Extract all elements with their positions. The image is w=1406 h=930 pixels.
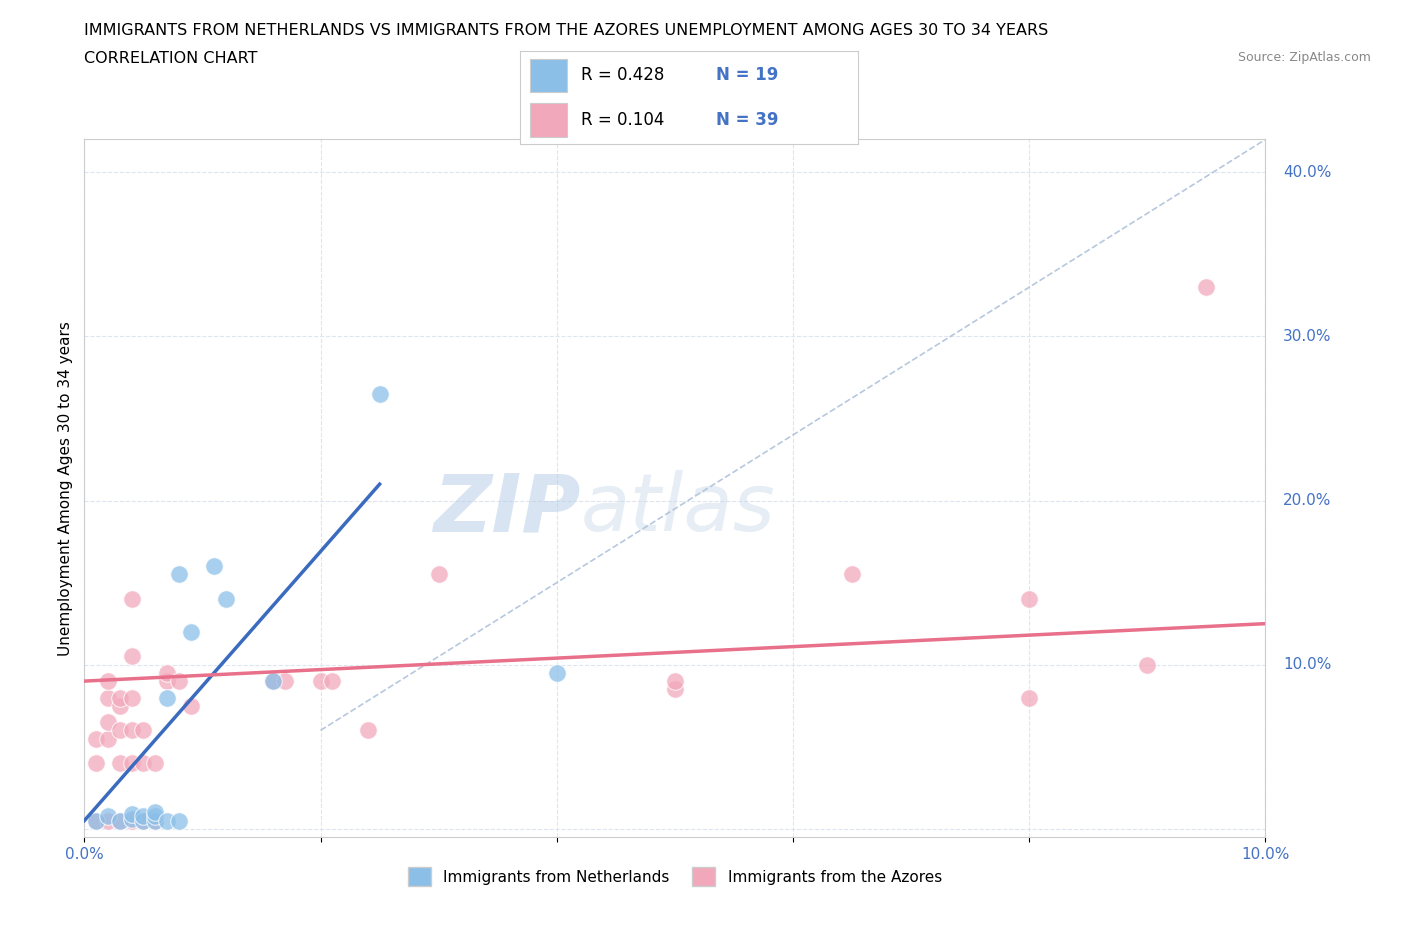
Point [121, 690, 143, 705]
Point [84, 731, 107, 746]
Point [108, 813, 131, 828]
Point [121, 591, 143, 606]
Text: R = 0.104: R = 0.104 [581, 111, 664, 129]
Point [84, 813, 107, 828]
Point [167, 567, 190, 582]
Point [97, 714, 120, 729]
Point [1195, 280, 1218, 295]
Point [143, 808, 166, 823]
Point [274, 673, 297, 688]
Point [664, 673, 686, 688]
Point [321, 673, 343, 688]
Text: N = 19: N = 19 [716, 66, 779, 85]
Point [132, 813, 155, 828]
Point [664, 682, 686, 697]
Point [108, 756, 131, 771]
Point [1018, 591, 1040, 606]
Point [202, 559, 225, 574]
Point [1018, 690, 1040, 705]
Text: 20.0%: 20.0% [1284, 493, 1331, 508]
Text: IMMIGRANTS FROM NETHERLANDS VS IMMIGRANTS FROM THE AZORES UNEMPLOYMENT AMONG AGE: IMMIGRANTS FROM NETHERLANDS VS IMMIGRANT… [84, 23, 1049, 38]
Point [132, 813, 155, 828]
FancyBboxPatch shape [530, 59, 568, 92]
Point [132, 723, 155, 737]
Point [262, 673, 284, 688]
Text: N = 39: N = 39 [716, 111, 779, 129]
Point [262, 673, 284, 688]
Point [121, 756, 143, 771]
Point [143, 813, 166, 828]
Point [132, 756, 155, 771]
FancyBboxPatch shape [530, 103, 568, 137]
Text: Source: ZipAtlas.com: Source: ZipAtlas.com [1237, 51, 1371, 64]
Point [97, 690, 120, 705]
Point [121, 813, 143, 828]
Point [167, 673, 190, 688]
Text: atlas: atlas [581, 471, 775, 548]
Y-axis label: Unemployment Among Ages 30 to 34 years: Unemployment Among Ages 30 to 34 years [58, 321, 73, 656]
Point [215, 591, 238, 606]
Point [84, 813, 107, 828]
Point [156, 666, 179, 681]
Point [121, 723, 143, 737]
Point [309, 673, 332, 688]
Point [180, 624, 202, 639]
Point [357, 723, 380, 737]
Point [841, 567, 863, 582]
Point [546, 666, 568, 681]
Point [97, 808, 120, 823]
Point [156, 690, 179, 705]
Text: ZIP: ZIP [433, 471, 581, 548]
Point [97, 813, 120, 828]
Text: R = 0.428: R = 0.428 [581, 66, 664, 85]
Point [132, 808, 155, 823]
Point [97, 673, 120, 688]
Point [121, 812, 143, 827]
Point [156, 813, 179, 828]
Point [97, 731, 120, 746]
Point [143, 756, 166, 771]
Point [108, 690, 131, 705]
Point [167, 813, 190, 828]
Point [121, 649, 143, 664]
Point [108, 813, 131, 828]
Point [108, 698, 131, 713]
Point [180, 698, 202, 713]
Text: 10.0%: 10.0% [1284, 658, 1331, 672]
Text: 30.0%: 30.0% [1284, 329, 1331, 344]
Point [368, 387, 391, 402]
Point [108, 723, 131, 737]
Point [1136, 658, 1159, 672]
Point [84, 756, 107, 771]
Legend: Immigrants from Netherlands, Immigrants from the Azores: Immigrants from Netherlands, Immigrants … [402, 861, 948, 892]
Point [427, 567, 450, 582]
Point [121, 806, 143, 821]
Text: CORRELATION CHART: CORRELATION CHART [84, 51, 257, 66]
Text: 40.0%: 40.0% [1284, 165, 1331, 179]
Point [143, 813, 166, 828]
Point [143, 805, 166, 820]
Point [156, 673, 179, 688]
